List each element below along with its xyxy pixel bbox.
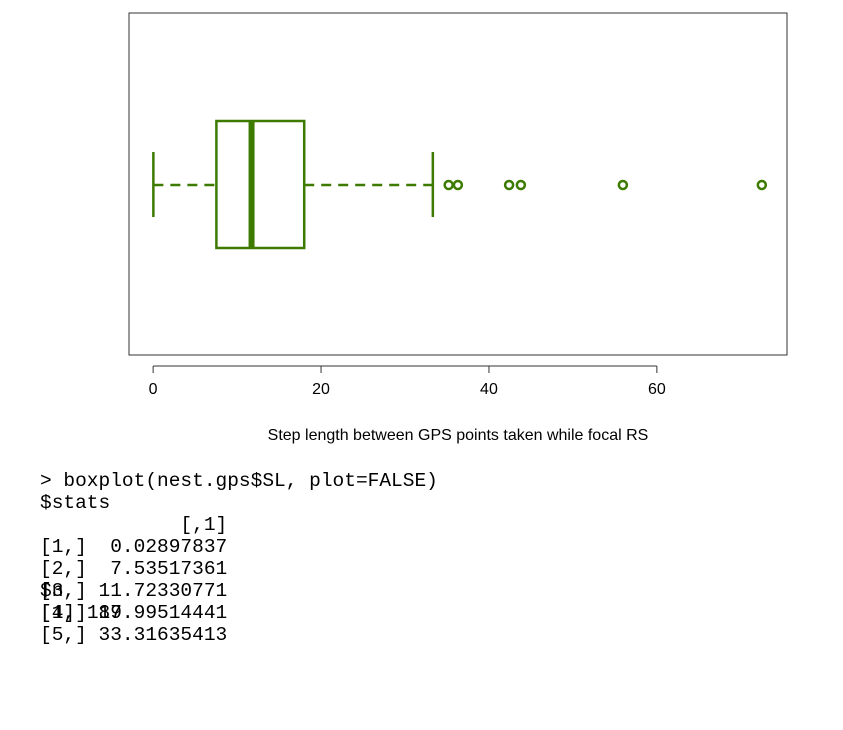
outlier: [756, 179, 768, 191]
console-command: > boxplot(nest.gps$SL, plot=FALSE): [40, 470, 438, 492]
console-value: 0.02897837: [98, 536, 228, 558]
plot-frame: [128, 12, 788, 356]
console-index: [4,]: [40, 602, 87, 624]
console-value: 189: [86, 602, 122, 624]
console-value: 17.99514441: [98, 602, 228, 624]
console-header: $n: [40, 580, 64, 602]
outlier: [443, 179, 454, 191]
console-index: [5,]: [40, 624, 87, 646]
console-value: 7.53517361: [98, 558, 228, 580]
console-index: [3,]: [40, 580, 87, 602]
console-line: [2,] 7.53517361: [40, 558, 438, 580]
console-output: > boxplot(nest.gps$SL, plot=FALSE) $stat…: [40, 470, 438, 646]
x-tick-label: 0: [149, 381, 158, 398]
console-index: [1,]: [40, 536, 87, 558]
console-column-header: [,1]: [40, 514, 228, 536]
x-tick-label: 60: [648, 381, 666, 398]
console-line: [1] 189: [40, 602, 438, 624]
console-rows: [1,] 0.02897837 [2,] 7.53517361 [3,] 11.72…: [40, 536, 438, 646]
console-line: [3,] 11.72330771: [40, 580, 438, 602]
x-axis-label: Step length between GPS points taken whi…: [268, 427, 649, 444]
console-header: $stats: [40, 492, 111, 514]
x-tick-label: 40: [480, 381, 498, 398]
chart: Step length between GPS points taken whi…: [128, 12, 788, 444]
box: [215, 119, 306, 250]
console-value: 11.72330771: [98, 580, 228, 602]
console-line: [4,] 17.99514441: [40, 602, 438, 624]
outlier: [617, 179, 629, 191]
console-line: [1,] 0.02897837: [40, 536, 438, 558]
console-line: [5,] 33.31635413: [40, 624, 438, 646]
outlier: [452, 179, 464, 191]
outlier: [503, 179, 515, 191]
console-index: [1]: [40, 602, 76, 624]
console-value: 33.31635413: [98, 624, 228, 646]
x-tick-label: 20: [312, 381, 330, 398]
console-index: [2,]: [40, 558, 87, 580]
outlier: [515, 179, 527, 191]
